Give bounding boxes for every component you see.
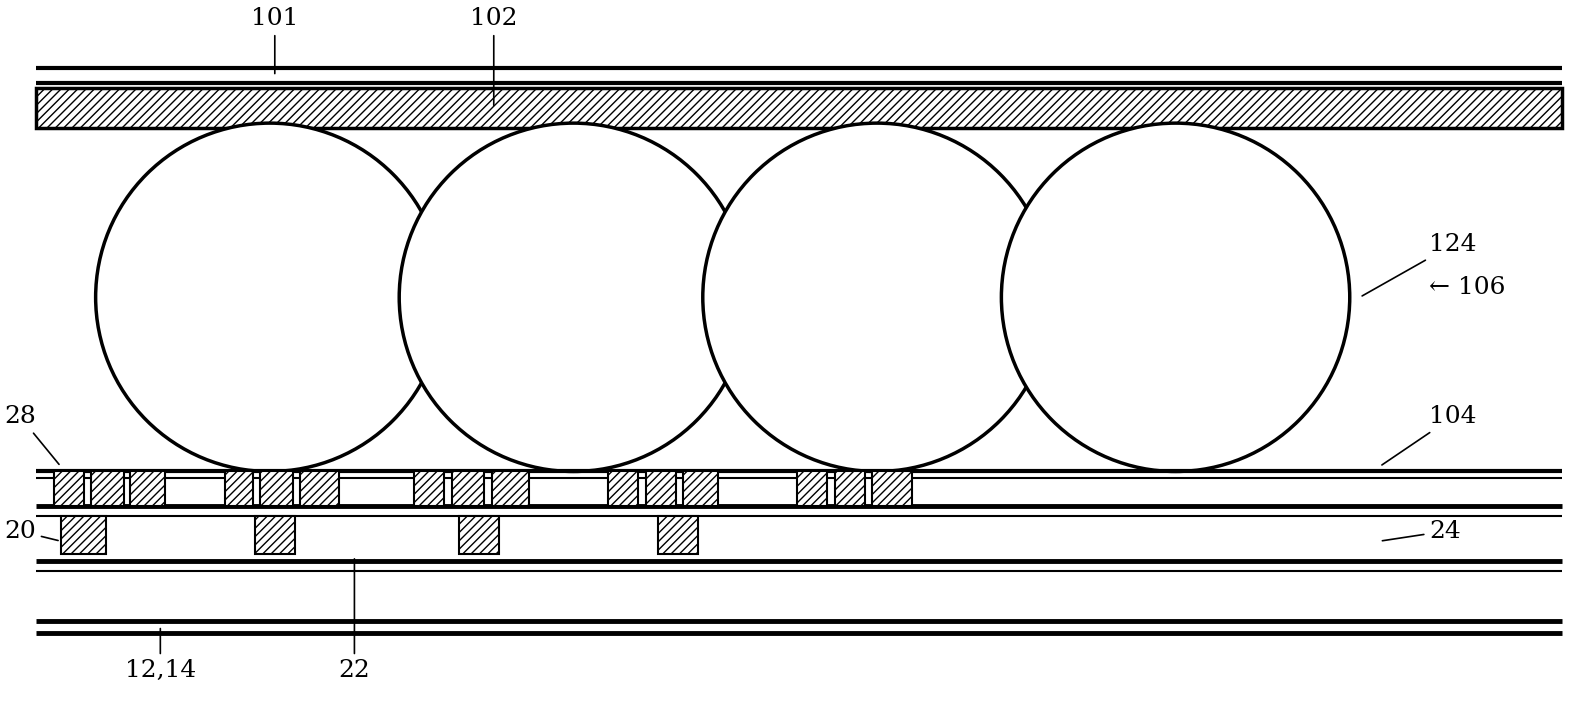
Bar — [452, 472, 484, 506]
Bar — [299, 472, 339, 506]
Text: 12,14: 12,14 — [124, 629, 196, 682]
Bar — [459, 516, 499, 554]
Text: 102: 102 — [470, 7, 518, 105]
Text: ← 106: ← 106 — [1429, 276, 1505, 299]
Text: 24: 24 — [1383, 520, 1461, 543]
Bar — [492, 472, 529, 506]
Bar — [37, 88, 1561, 128]
Bar — [609, 472, 639, 506]
Bar — [131, 472, 166, 506]
Bar — [798, 472, 827, 506]
Ellipse shape — [96, 123, 444, 472]
Text: 101: 101 — [252, 7, 298, 73]
Bar — [835, 472, 865, 506]
Bar — [225, 472, 253, 506]
Bar — [255, 516, 295, 554]
Bar — [54, 472, 84, 506]
Bar — [871, 472, 911, 506]
Text: 20: 20 — [5, 520, 57, 543]
Text: 28: 28 — [5, 405, 59, 465]
Bar — [260, 472, 293, 506]
Bar — [61, 516, 105, 554]
Ellipse shape — [400, 123, 747, 472]
Ellipse shape — [1002, 123, 1349, 472]
Bar — [91, 472, 124, 506]
Text: 124: 124 — [1362, 233, 1477, 296]
Text: 22: 22 — [339, 559, 370, 682]
Text: 104: 104 — [1381, 405, 1477, 465]
Ellipse shape — [703, 123, 1051, 472]
Bar — [647, 472, 675, 506]
Bar — [414, 472, 444, 506]
Bar — [658, 516, 698, 554]
Bar — [683, 472, 718, 506]
